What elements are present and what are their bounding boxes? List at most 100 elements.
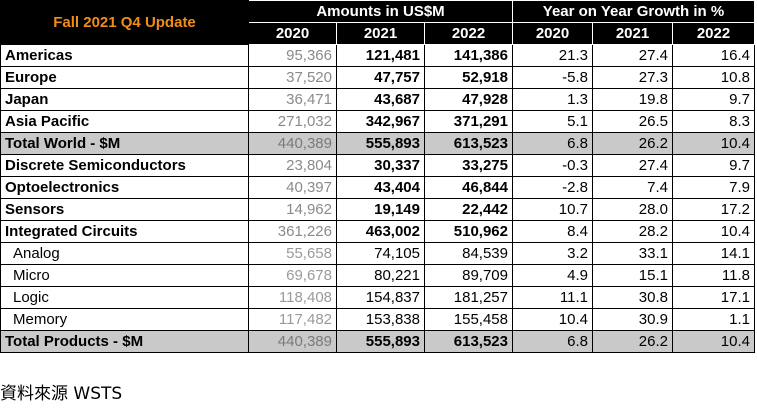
amount-2021-cell: 43,687 (336, 88, 425, 111)
growth-2020-cell: 4.9 (512, 264, 593, 287)
header-row-groups: Fall 2021 Q4 Update Amounts in US$M Year… (0, 0, 755, 45)
growth-2020-cell: 10.7 (512, 198, 593, 221)
table-row: Americas 95,366 121,481 141,386 21.3 27.… (0, 44, 755, 67)
growth-2021-cell: 28.0 (592, 198, 673, 221)
table-row: Discrete Semiconductors 23,804 30,337 33… (0, 154, 755, 177)
growth-2020-cell: 6.8 (512, 330, 593, 353)
growth-2020-cell: 5.1 (512, 110, 593, 133)
growth-2021-cell: 30.9 (592, 308, 673, 331)
total-row: Total Products - $M 440,389 555,893 613,… (0, 330, 755, 353)
growth-2020-cell: 21.3 (512, 44, 593, 67)
row-label: Americas (0, 44, 249, 67)
growth-2022-cell: 1.1 (672, 308, 755, 331)
row-label: Analog (0, 242, 249, 265)
table-row: Logic 118,408 154,837 181,257 11.1 30.8 … (0, 286, 755, 309)
amount-2022-cell: 47,928 (424, 88, 513, 111)
growth-2022-cell: 10.4 (672, 330, 755, 353)
amount-2020-cell: 271,032 (248, 110, 337, 133)
amount-2020-cell: 69,678 (248, 264, 337, 287)
row-label: Memory (0, 308, 249, 331)
amount-2021-cell: 30,337 (336, 154, 425, 177)
growth-2022-cell: 10.8 (672, 66, 755, 89)
amount-2020-cell: 440,389 (248, 330, 337, 353)
growth-2022-cell: 8.3 (672, 110, 755, 133)
growth-2022-cell: 10.4 (672, 132, 755, 155)
row-label: Total Products - $M (0, 330, 249, 353)
growth-2021-cell: 27.4 (592, 154, 673, 177)
growth-2020-cell: 10.4 (512, 308, 593, 331)
table-row: Asia Pacific 271,032 342,967 371,291 5.1… (0, 110, 755, 133)
table-row: Europe 37,520 47,757 52,918 -5.8 27.3 10… (0, 66, 755, 89)
year-header-growth-2021: 2021 (592, 22, 673, 45)
amount-2021-cell: 463,002 (336, 220, 425, 243)
amount-2020-cell: 37,520 (248, 66, 337, 89)
amount-2020-cell: 361,226 (248, 220, 337, 243)
growth-2020-cell: 1.3 (512, 88, 593, 111)
growth-2021-cell: 27.4 (592, 44, 673, 67)
row-label: Asia Pacific (0, 110, 249, 133)
amount-2021-cell: 555,893 (336, 330, 425, 353)
growth-group-header: Year on Year Growth in % (512, 0, 755, 23)
year-header-growth-2022: 2022 (672, 22, 755, 45)
table-row: Analog 55,658 74,105 84,539 3.2 33.1 14.… (0, 242, 755, 265)
growth-2022-cell: 11.8 (672, 264, 755, 287)
growth-2021-cell: 15.1 (592, 264, 673, 287)
amount-2022-cell: 33,275 (424, 154, 513, 177)
amount-2020-cell: 55,658 (248, 242, 337, 265)
amount-2022-cell: 613,523 (424, 330, 513, 353)
row-label: Discrete Semiconductors (0, 154, 249, 177)
growth-2022-cell: 10.4 (672, 220, 755, 243)
growth-2020-cell: 11.1 (512, 286, 593, 309)
wsts-forecast-table: Fall 2021 Q4 Update Amounts in US$M Year… (0, 0, 755, 353)
table-row: Memory 117,482 153,838 155,458 10.4 30.9… (0, 308, 755, 331)
growth-2020-cell: 6.8 (512, 132, 593, 155)
row-label: Micro (0, 264, 249, 287)
year-header-amount-2021: 2021 (336, 22, 425, 45)
table-row: Optoelectronics 40,397 43,404 46,844 -2.… (0, 176, 755, 199)
row-label: Integrated Circuits (0, 220, 249, 243)
row-label: Logic (0, 286, 249, 309)
table-row: Micro 69,678 80,221 89,709 4.9 15.1 11.8 (0, 264, 755, 287)
amounts-group-header: Amounts in US$M (248, 0, 513, 23)
growth-2020-cell: -2.8 (512, 176, 593, 199)
amount-2020-cell: 14,962 (248, 198, 337, 221)
amount-2021-cell: 342,967 (336, 110, 425, 133)
growth-2021-cell: 26.2 (592, 132, 673, 155)
amount-2022-cell: 52,918 (424, 66, 513, 89)
growth-2021-cell: 26.2 (592, 330, 673, 353)
row-label: Japan (0, 88, 249, 111)
growth-2022-cell: 14.1 (672, 242, 755, 265)
amount-2020-cell: 36,471 (248, 88, 337, 111)
growth-2020-cell: 8.4 (512, 220, 593, 243)
growth-2021-cell: 27.3 (592, 66, 673, 89)
growth-2022-cell: 17.1 (672, 286, 755, 309)
amount-2021-cell: 80,221 (336, 264, 425, 287)
table-row: Integrated Circuits 361,226 463,002 510,… (0, 220, 755, 243)
amount-2021-cell: 19,149 (336, 198, 425, 221)
growth-2020-cell: -0.3 (512, 154, 593, 177)
growth-2022-cell: 16.4 (672, 44, 755, 67)
growth-2022-cell: 17.2 (672, 198, 755, 221)
amount-2021-cell: 555,893 (336, 132, 425, 155)
amount-2021-cell: 121,481 (336, 44, 425, 67)
amount-2020-cell: 118,408 (248, 286, 337, 309)
year-header-amount-2020: 2020 (248, 22, 337, 45)
row-label: Sensors (0, 198, 249, 221)
amount-2021-cell: 43,404 (336, 176, 425, 199)
row-label: Europe (0, 66, 249, 89)
amount-2020-cell: 117,482 (248, 308, 337, 331)
amount-2022-cell: 84,539 (424, 242, 513, 265)
amount-2022-cell: 510,962 (424, 220, 513, 243)
wsts-forecast-table-container: Fall 2021 Q4 Update Amounts in US$M Year… (0, 0, 755, 353)
table-title: Fall 2021 Q4 Update (0, 0, 249, 45)
amount-2022-cell: 613,523 (424, 132, 513, 155)
amount-2021-cell: 154,837 (336, 286, 425, 309)
growth-2020-cell: -5.8 (512, 66, 593, 89)
amount-2022-cell: 155,458 (424, 308, 513, 331)
amount-2022-cell: 22,442 (424, 198, 513, 221)
growth-2021-cell: 26.5 (592, 110, 673, 133)
growth-2022-cell: 9.7 (672, 88, 755, 111)
year-header-growth-2020: 2020 (512, 22, 593, 45)
amount-2022-cell: 89,709 (424, 264, 513, 287)
growth-2021-cell: 19.8 (592, 88, 673, 111)
